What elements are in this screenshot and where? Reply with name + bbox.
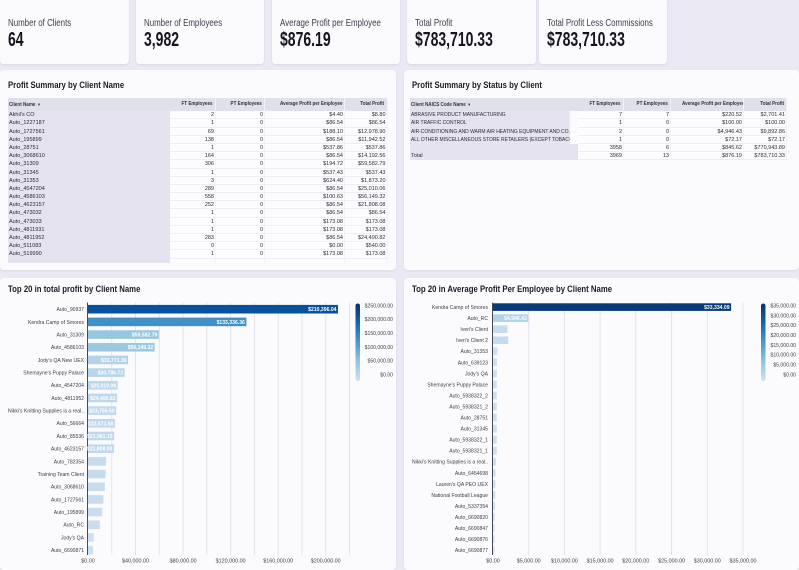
svg-text:Kendra Camp of Smores: Kendra Camp of Smores: [432, 305, 489, 311]
svg-text:$200,000.00: $200,000.00: [365, 317, 393, 323]
svg-text:Auto_4623157: Auto_4623157: [51, 446, 84, 452]
svg-text:Auto_6690871: Auto_6690871: [51, 548, 84, 554]
svg-text:$25,010.06: $25,010.06: [91, 383, 117, 389]
svg-text:$160,000.00: $160,000.00: [263, 558, 293, 564]
svg-text:Auto_4811952: Auto_4811952: [51, 395, 84, 401]
svg-text:Auto_5938322_2: Auto_5938322_2: [449, 393, 488, 399]
svg-text:$15,000.00: $15,000.00: [587, 558, 614, 564]
svg-text:$133,336.36: $133,336.36: [217, 319, 245, 325]
svg-text:$0.00: $0.00: [81, 558, 95, 564]
svg-text:$250,000.00: $250,000.00: [365, 303, 393, 309]
svg-text:Auto_3068610: Auto_3068610: [51, 484, 84, 490]
svg-text:Auto_6454698: Auto_6454698: [455, 470, 488, 476]
svg-text:Training Team Client: Training Team Client: [38, 471, 85, 477]
svg-text:Auto_6690820: Auto_6690820: [455, 514, 488, 520]
svg-text:Jody's QA New UEX: Jody's QA New UEX: [38, 357, 85, 363]
svg-text:Auto_31353: Auto_31353: [461, 349, 489, 355]
svg-text:Auto_56664: Auto_56664: [57, 421, 85, 427]
svg-text:Shemayne's Puppy Palace: Shemayne's Puppy Palace: [23, 370, 84, 376]
svg-text:Iveri's Client: Iveri's Client: [460, 327, 488, 333]
svg-text:Kendra Camp of Smores: Kendra Camp of Smores: [28, 319, 85, 325]
svg-text:$20,000.00: $20,000.00: [622, 558, 649, 564]
svg-text:Auto_195899: Auto_195899: [54, 509, 84, 515]
svg-text:$33,771.36: $33,771.36: [101, 357, 127, 363]
svg-text:National Football League: National Football League: [431, 492, 488, 498]
svg-text:Auto_85536: Auto_85536: [57, 433, 85, 439]
svg-text:$100,000.00: $100,000.00: [365, 344, 393, 350]
svg-text:$120,000.00: $120,000.00: [216, 558, 246, 564]
svg-text:$0.00: $0.00: [486, 558, 500, 564]
svg-text:Auto_5938321_2: Auto_5938321_2: [449, 404, 488, 410]
svg-text:Jody's QA: Jody's QA: [465, 371, 489, 377]
svg-text:Auto_5337354: Auto_5337354: [455, 503, 488, 509]
svg-text:$56,149.32: $56,149.32: [128, 345, 154, 351]
svg-text:Jody's QA: Jody's QA: [61, 535, 85, 541]
svg-text:$0.00: $0.00: [380, 372, 393, 378]
svg-text:$10,000.00: $10,000.00: [551, 558, 578, 564]
svg-text:$4,946.43: $4,946.43: [504, 316, 527, 322]
svg-text:$200,000.00: $200,000.00: [311, 558, 341, 564]
svg-text:Auto_5938322_1: Auto_5938322_1: [449, 437, 488, 443]
svg-text:$5,000.00: $5,000.00: [517, 558, 541, 564]
svg-text:$35,000.00: $35,000.00: [730, 558, 757, 564]
svg-text:$25,000.00: $25,000.00: [771, 323, 797, 329]
svg-text:$20,000.00: $20,000.00: [771, 332, 797, 338]
svg-text:Auto_4586103: Auto_4586103: [51, 345, 84, 351]
svg-text:$21,981.15: $21,981.15: [87, 434, 113, 440]
svg-text:$30,000.00: $30,000.00: [771, 313, 797, 319]
svg-text:$0.00: $0.00: [783, 372, 796, 378]
svg-text:$80,000.00: $80,000.00: [170, 558, 197, 564]
svg-text:Shemayne's Puppy Palace: Shemayne's Puppy Palace: [427, 382, 488, 388]
svg-text:Auto_6690876: Auto_6690876: [455, 537, 488, 543]
svg-text:Auto_5938321_1: Auto_5938321_1: [449, 448, 488, 454]
svg-text:$25,000.00: $25,000.00: [658, 558, 685, 564]
svg-text:$10,000.00: $10,000.00: [771, 352, 797, 358]
svg-text:$59,582.79: $59,582.79: [132, 332, 158, 338]
svg-text:$40,000.00: $40,000.00: [122, 558, 149, 564]
svg-text:Auto_4547204: Auto_4547204: [51, 383, 84, 389]
svg-text:$210,396.04: $210,396.04: [308, 307, 336, 313]
svg-text:Lauren's QA PEO UEX: Lauren's QA PEO UEX: [436, 481, 489, 487]
svg-text:Auto_639123: Auto_639123: [458, 360, 488, 366]
svg-text:$35,000.00: $35,000.00: [771, 303, 797, 309]
svg-text:Nikki's Knitting Supplies is a: Nikki's Knitting Supplies is a real..: [412, 459, 488, 465]
svg-text:$150,000.00: $150,000.00: [365, 331, 393, 337]
svg-text:Auto_RC: Auto_RC: [467, 316, 488, 322]
svg-text:$30,000.00: $30,000.00: [694, 558, 721, 564]
svg-text:Auto_782354: Auto_782354: [54, 459, 84, 465]
svg-text:$24,490.82: $24,490.82: [90, 395, 116, 401]
svg-text:$5,000.00: $5,000.00: [773, 362, 796, 368]
svg-text:$21,808.08: $21,808.08: [87, 446, 113, 452]
svg-text:$33,334.09: $33,334.09: [704, 305, 730, 311]
svg-text:Auto_6690877: Auto_6690877: [455, 548, 488, 554]
svg-text:$23,756.50: $23,756.50: [89, 408, 115, 414]
svg-text:$22,673.68: $22,673.68: [88, 421, 114, 427]
svg-text:$15,000.00: $15,000.00: [771, 342, 797, 348]
svg-text:Iveri's Client 2: Iveri's Client 2: [456, 338, 488, 344]
svg-text:Auto_90937: Auto_90937: [57, 307, 85, 313]
svg-text:Auto_1727561: Auto_1727561: [51, 497, 84, 503]
svg-text:Auto_6690847: Auto_6690847: [455, 526, 488, 532]
svg-text:Auto_31345: Auto_31345: [461, 426, 489, 432]
svg-text:Auto_RC: Auto_RC: [63, 522, 84, 528]
svg-text:Nikki's Knitting Supplies is a: Nikki's Knitting Supplies is a real..: [8, 408, 84, 414]
svg-text:$50,000.00: $50,000.00: [368, 358, 394, 364]
svg-text:Auto_31309: Auto_31309: [57, 332, 85, 338]
svg-text:Auto_28751: Auto_28751: [461, 415, 489, 421]
svg-text:$30,786.73: $30,786.73: [98, 370, 124, 376]
